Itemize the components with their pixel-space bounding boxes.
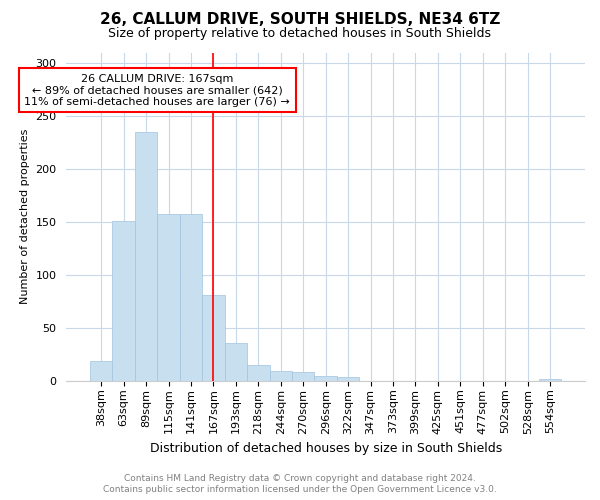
Bar [180,214,202,381]
Text: Contains HM Land Registry data © Crown copyright and database right 2024.
Contai: Contains HM Land Registry data © Crown c… [103,474,497,494]
Bar [292,372,314,381]
Bar [112,221,135,381]
Bar [247,365,269,381]
Bar [337,376,359,381]
Bar [90,361,112,381]
Bar [539,379,562,381]
Bar [269,372,292,381]
Text: 26 CALLUM DRIVE: 167sqm
← 89% of detached houses are smaller (642)
11% of semi-d: 26 CALLUM DRIVE: 167sqm ← 89% of detache… [25,74,290,107]
Text: Size of property relative to detached houses in South Shields: Size of property relative to detached ho… [109,28,491,40]
Bar [135,132,157,381]
Bar [314,376,337,381]
Bar [224,343,247,381]
Text: 26, CALLUM DRIVE, SOUTH SHIELDS, NE34 6TZ: 26, CALLUM DRIVE, SOUTH SHIELDS, NE34 6T… [100,12,500,28]
X-axis label: Distribution of detached houses by size in South Shields: Distribution of detached houses by size … [149,442,502,455]
Y-axis label: Number of detached properties: Number of detached properties [20,129,30,304]
Bar [202,295,224,381]
Bar [157,214,180,381]
